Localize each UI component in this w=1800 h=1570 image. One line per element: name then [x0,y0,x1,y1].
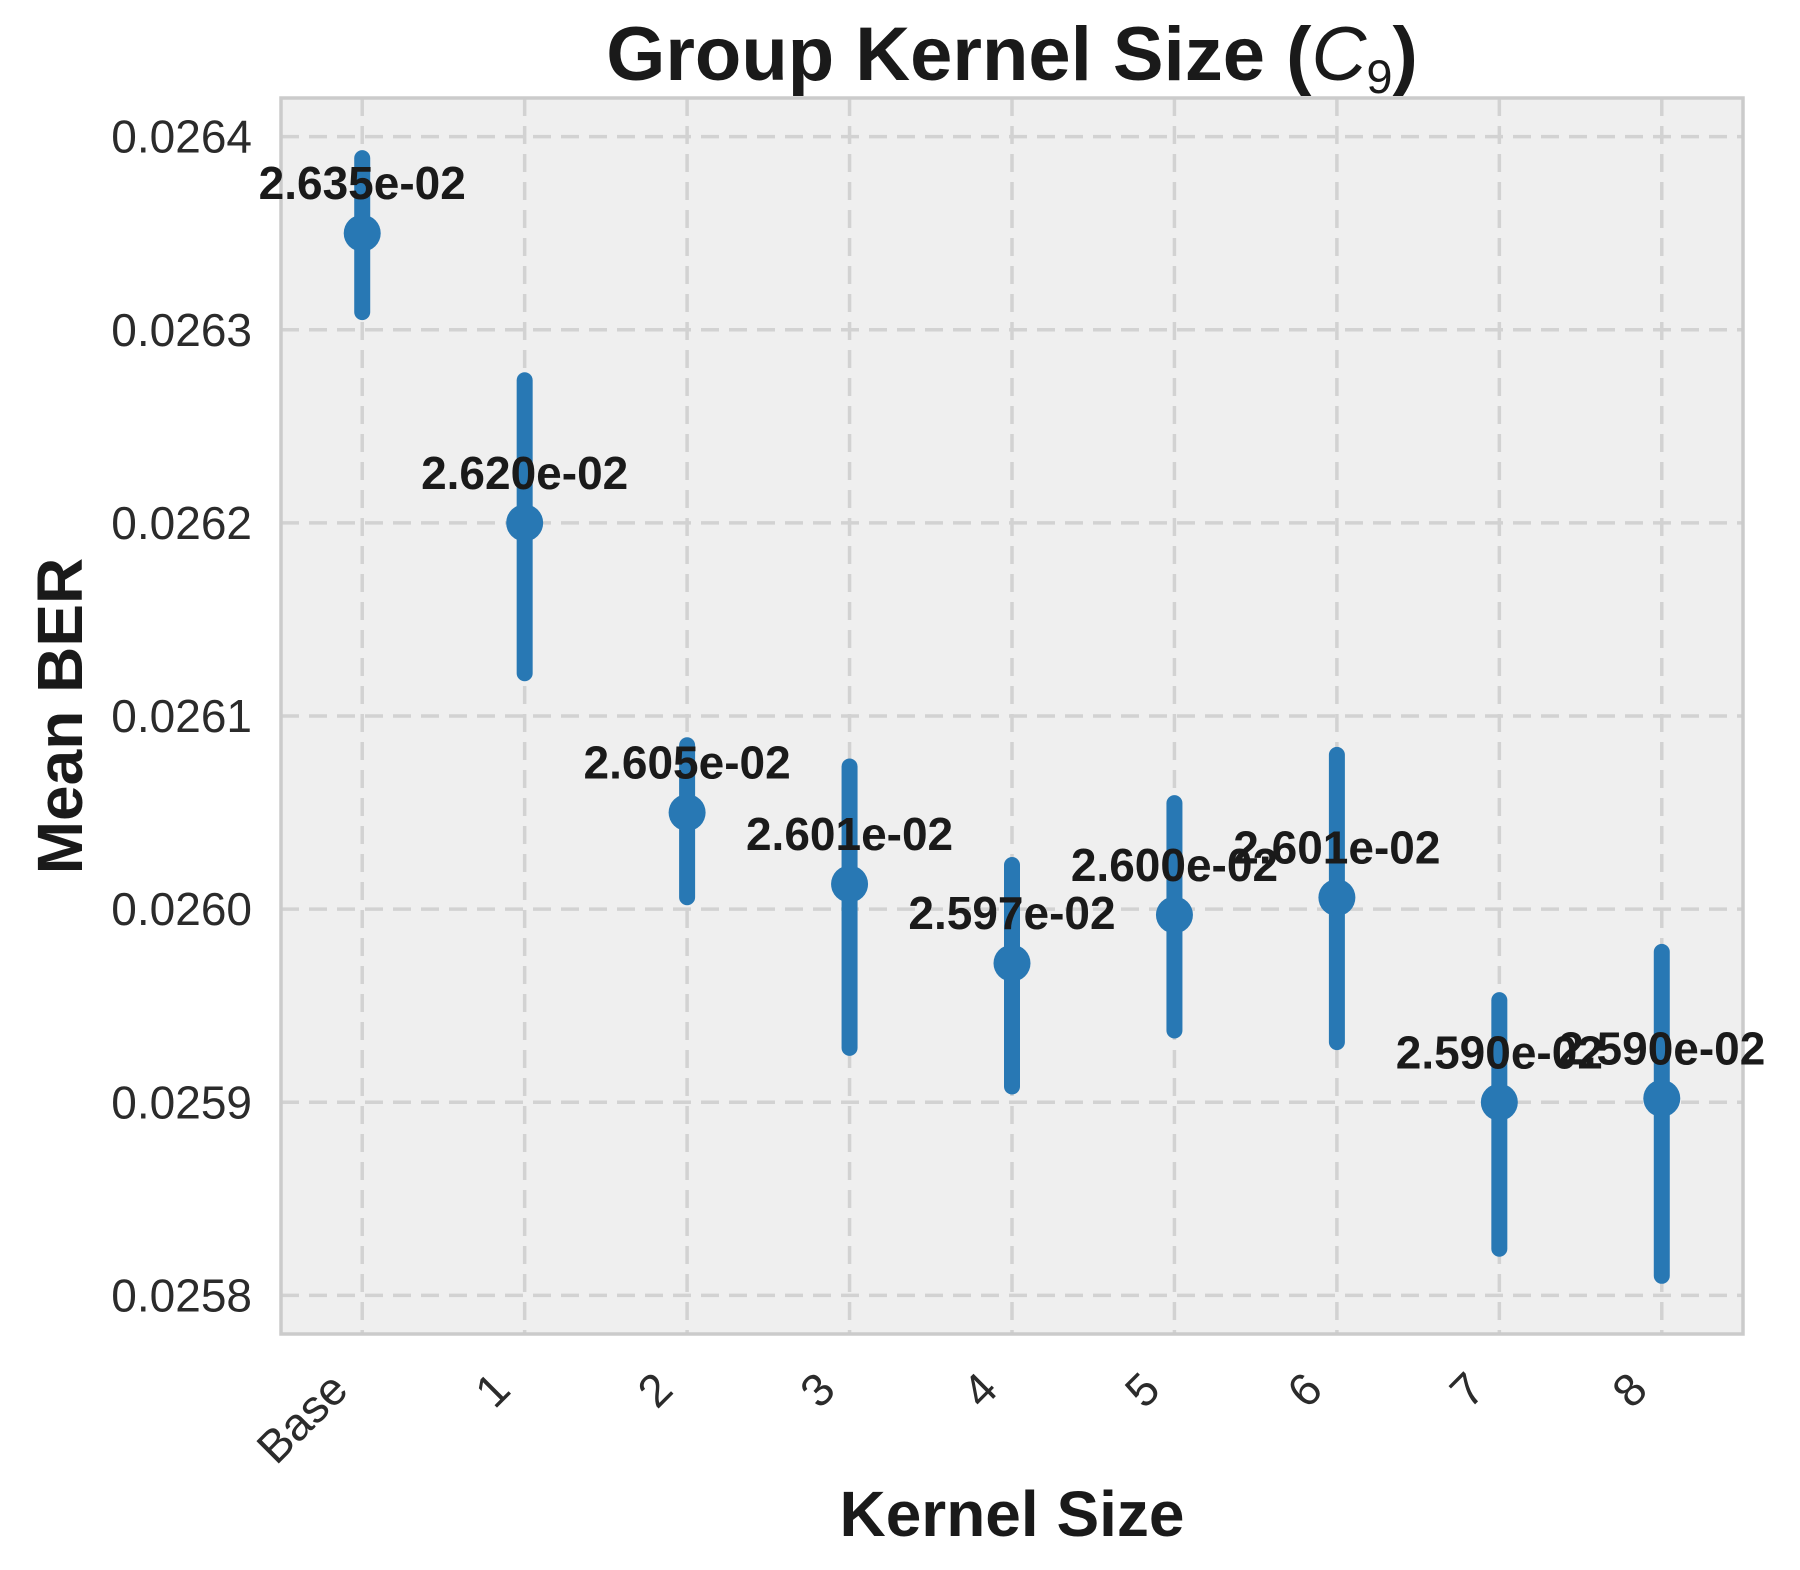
y-tick-label: 0.0259 [111,1076,252,1128]
data-point-marker [993,944,1031,982]
x-tick-label: 3 [790,1362,845,1417]
axes-spines [279,96,1745,1336]
x-tick-label: 1 [465,1362,520,1417]
y-tick-label: 0.0260 [111,883,252,935]
x-tick-label: 4 [952,1362,1007,1417]
data-point-marker [1318,879,1356,917]
data-point-label: 2.600e-02 [1071,839,1278,891]
data-point-marker [1155,896,1193,934]
data-point-label: 2.590e-02 [1558,1022,1765,1074]
data-point-label: 2.635e-02 [259,157,466,209]
data-point-marker [343,214,381,252]
chart-title-prefix: Group Kernel Size ( [606,12,1312,97]
y-tick-label: 0.0263 [111,304,252,356]
data-point-label: 2.601e-02 [1233,822,1440,874]
chart-title-math-sub: 9 [1366,50,1392,103]
data-point-marker [668,794,706,832]
data-point-marker [1643,1079,1681,1117]
y-axis-label: Mean BER [24,558,96,875]
x-tick-label: 8 [1602,1362,1657,1417]
chart-title: Group Kernel Size (C9) [606,12,1418,103]
y-tick-label: 0.0258 [111,1269,252,1321]
chart-title-math-var: C [1311,12,1367,97]
chart-title-suffix: ) [1392,12,1417,97]
x-tick-label: Base [246,1362,357,1473]
x-tick-label: 7 [1440,1362,1495,1417]
data-point-marker [1480,1083,1518,1121]
data-point-label: 2.620e-02 [421,447,628,499]
data-point-label: 2.590e-02 [1396,1026,1603,1078]
x-tick-label: 5 [1115,1362,1170,1417]
x-tick-label: 2 [627,1362,682,1417]
data-point-label: 2.605e-02 [584,737,791,789]
y-tick-label: 0.0262 [111,497,252,549]
y-tick-label: 0.0264 [111,111,252,163]
x-tick-label: 6 [1277,1362,1332,1417]
x-axis-label: Kernel Size [839,1478,1184,1550]
y-tick-label: 0.0261 [111,690,252,742]
data-point-label: 2.601e-02 [746,808,953,860]
data-point-marker [506,504,544,542]
data-point-label: 2.597e-02 [908,887,1115,939]
data-point-marker [831,865,869,903]
